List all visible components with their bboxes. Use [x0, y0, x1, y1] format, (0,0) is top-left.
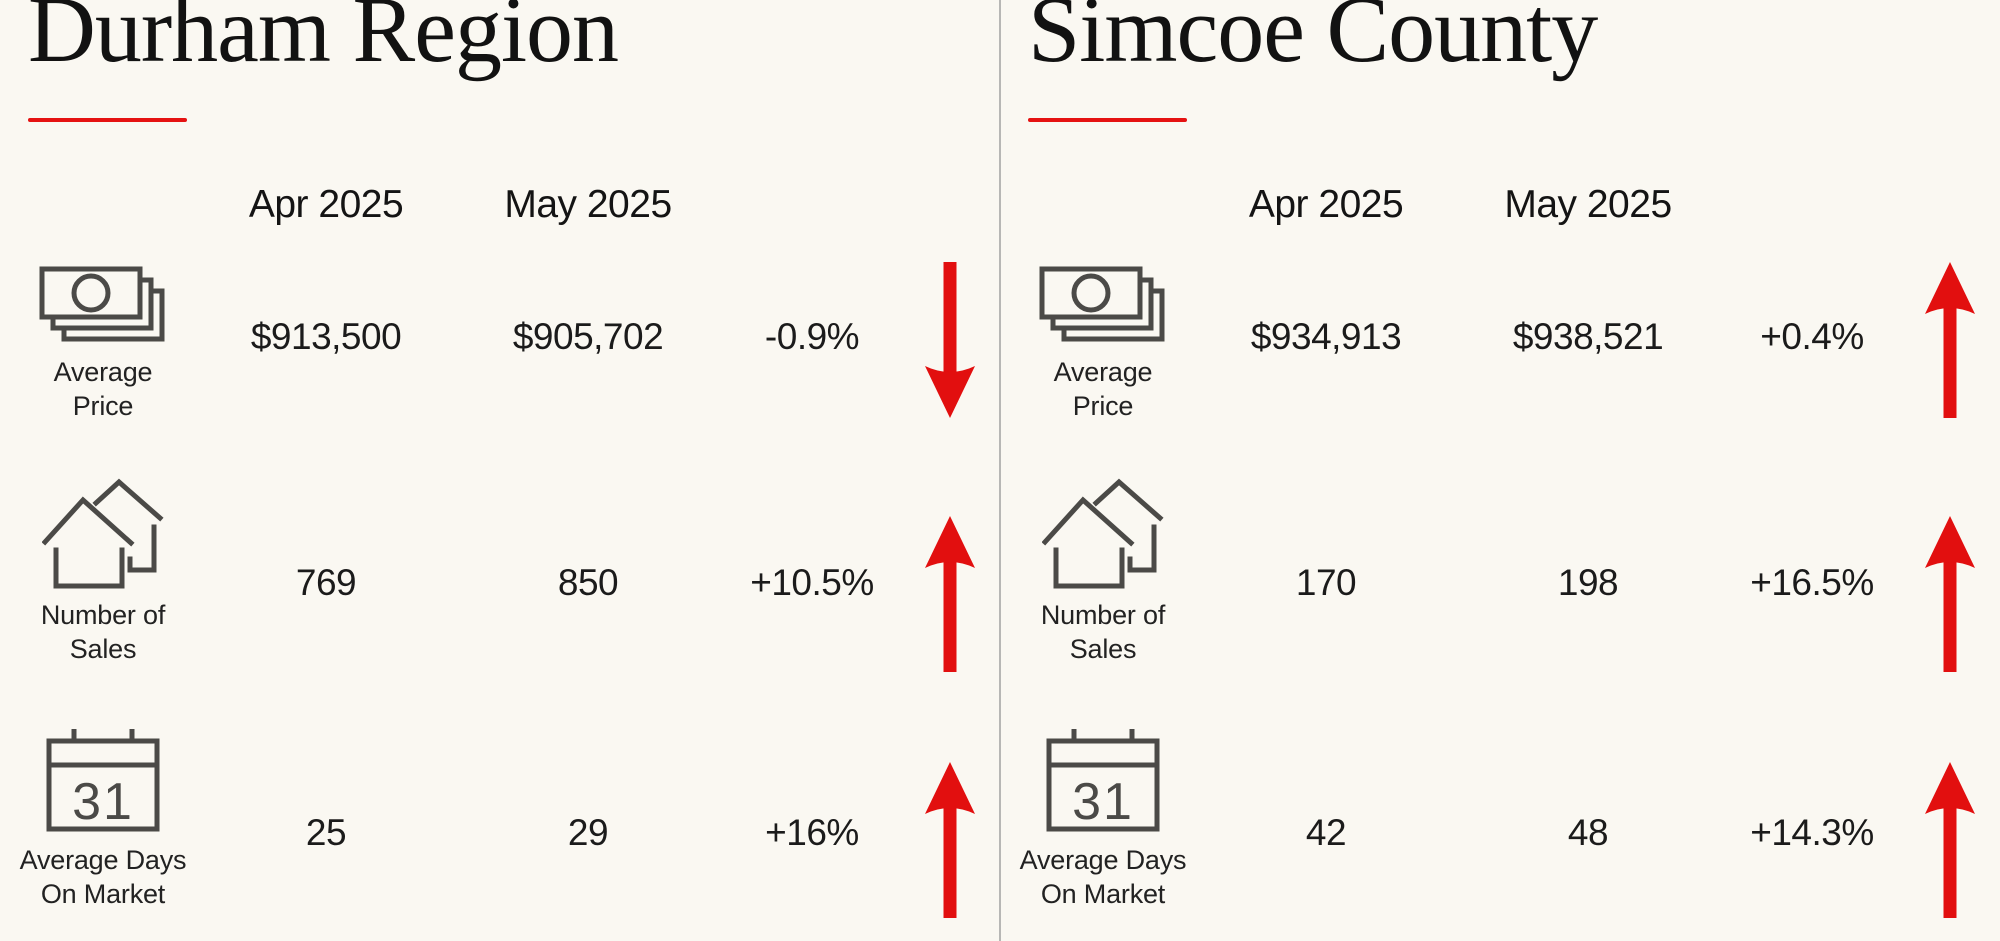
column-header-may-2025: May 2025 — [504, 183, 672, 226]
value-change-pct: +16% — [765, 812, 859, 853]
value-apr: 170 — [1295, 562, 1357, 603]
trend-arrow — [924, 762, 976, 918]
value-apr: 25 — [305, 812, 347, 853]
metric-label-average-days-on-market: Average Days On Market — [19, 845, 187, 909]
title-underline-accent — [28, 118, 187, 122]
value-may: 29 — [567, 812, 609, 853]
value-may: 48 — [1567, 812, 1609, 853]
metric-label-average-days-on-market: Average Days On Market — [1019, 845, 1187, 909]
value-may: 198 — [1557, 562, 1619, 603]
value-change-pct: +10.5% — [750, 562, 874, 603]
region-title: Simcoe County — [1028, 0, 1598, 82]
panel-divider — [999, 0, 1001, 941]
region-title: Durham Region — [28, 0, 619, 82]
calendar-icon: 31 — [1045, 729, 1161, 833]
value-change-pct: -0.9% — [764, 316, 860, 357]
value-apr: $934,913 — [1250, 316, 1402, 357]
money-stack-icon — [39, 266, 167, 344]
trend-arrow — [1924, 262, 1976, 418]
metric-label-number-of-sales: Number of Sales — [1040, 600, 1166, 664]
title-underline-accent — [1028, 118, 1187, 122]
value-may: $938,521 — [1512, 316, 1664, 357]
value-may: $905,702 — [512, 316, 664, 357]
houses-icon — [42, 477, 164, 589]
trend-arrow — [924, 262, 976, 418]
calendar-icon: 31 — [45, 729, 161, 833]
value-change-pct: +16.5% — [1750, 562, 1874, 603]
region-panel-durham: Durham Region Apr 2025 May 2025 Average … — [19, 0, 976, 918]
metric-label-average-price: Average Price — [1053, 357, 1153, 421]
svg-text:31: 31 — [1072, 773, 1134, 831]
svg-text:31: 31 — [72, 773, 134, 831]
trend-arrow — [1924, 516, 1976, 672]
value-may: 850 — [557, 562, 619, 603]
value-apr: 42 — [1305, 812, 1347, 853]
value-change-pct: +14.3% — [1750, 812, 1874, 853]
trend-arrow — [1924, 762, 1976, 918]
column-header-apr-2025: Apr 2025 — [248, 183, 404, 226]
value-change-pct: +0.4% — [1760, 316, 1864, 357]
houses-icon — [1042, 477, 1164, 589]
value-apr: 769 — [295, 562, 357, 603]
column-header-may-2025: May 2025 — [1504, 183, 1672, 226]
metric-label-average-price: Average Price — [53, 357, 153, 421]
trend-arrow — [924, 516, 976, 672]
money-stack-icon — [1039, 266, 1167, 344]
column-header-apr-2025: Apr 2025 — [1248, 183, 1404, 226]
metric-label-number-of-sales: Number of Sales — [40, 600, 166, 664]
region-panel-simcoe: Simcoe County Apr 2025 May 2025 Average … — [1000, 0, 2000, 941]
value-apr: $913,500 — [250, 316, 402, 357]
